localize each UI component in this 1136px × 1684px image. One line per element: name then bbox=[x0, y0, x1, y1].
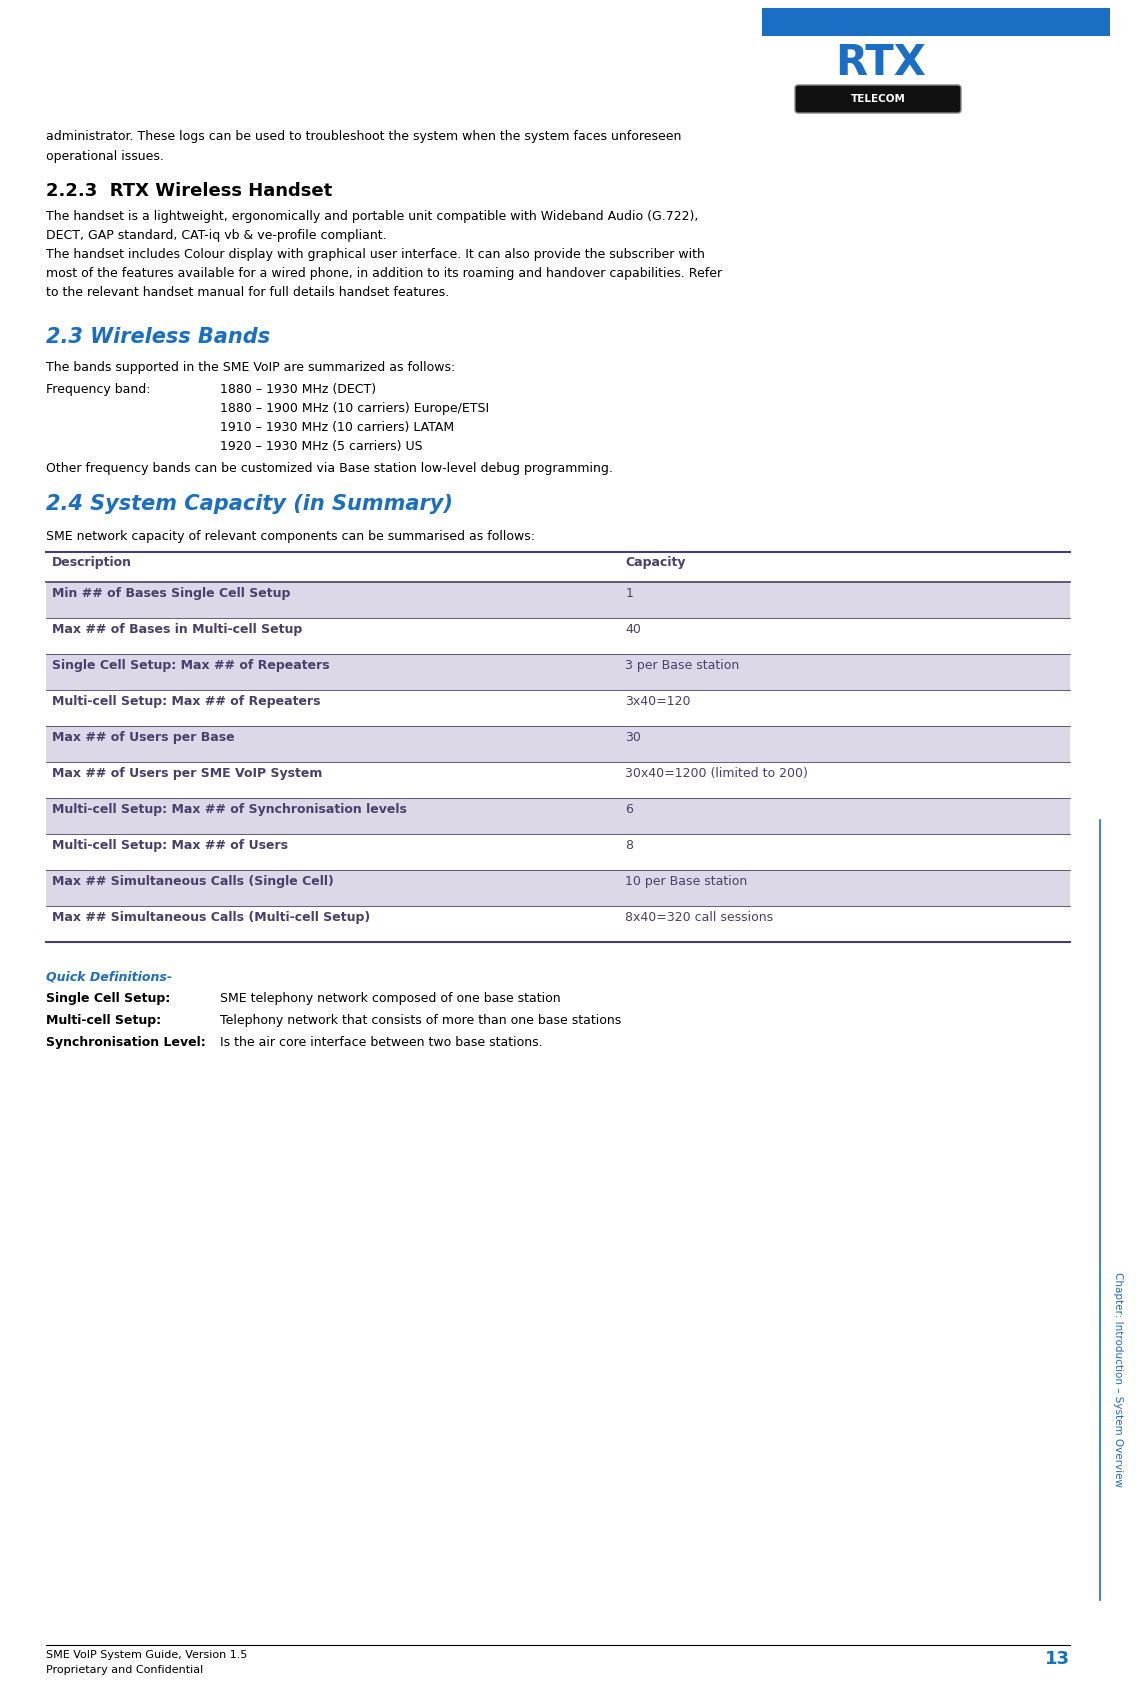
Text: DECT, GAP standard, CAT-iq vb & ve-profile compliant.: DECT, GAP standard, CAT-iq vb & ve-profi… bbox=[45, 229, 386, 242]
Text: Telephony network that consists of more than one base stations: Telephony network that consists of more … bbox=[220, 1014, 621, 1027]
Text: Other frequency bands can be customized via Base station low-level debug program: Other frequency bands can be customized … bbox=[45, 461, 613, 475]
Text: Proprietary and Confidential: Proprietary and Confidential bbox=[45, 1665, 203, 1676]
Text: RTX: RTX bbox=[835, 42, 926, 84]
Text: 2.4 System Capacity (in Summary): 2.4 System Capacity (in Summary) bbox=[45, 493, 453, 514]
Text: Frequency band:: Frequency band: bbox=[45, 382, 150, 396]
Text: Max ## of Users per Base: Max ## of Users per Base bbox=[52, 731, 235, 744]
Text: Max ## of Users per SME VoIP System: Max ## of Users per SME VoIP System bbox=[52, 766, 323, 780]
Text: The handset is a lightweight, ergonomically and portable unit compatible with Wi: The handset is a lightweight, ergonomica… bbox=[45, 210, 699, 222]
Text: 2.3 Wireless Bands: 2.3 Wireless Bands bbox=[45, 327, 270, 347]
Bar bbox=[45, 871, 1070, 906]
Text: most of the features available for a wired phone, in addition to its roaming and: most of the features available for a wir… bbox=[45, 268, 722, 280]
Text: administrator. These logs can be used to troubleshoot the system when the system: administrator. These logs can be used to… bbox=[45, 130, 682, 143]
Bar bbox=[45, 726, 1070, 761]
Text: SME network capacity of relevant components can be summarised as follows:: SME network capacity of relevant compone… bbox=[45, 530, 535, 542]
Text: 30: 30 bbox=[626, 731, 642, 744]
Text: 1910 – 1930 MHz (10 carriers) LATAM: 1910 – 1930 MHz (10 carriers) LATAM bbox=[220, 421, 454, 434]
Text: Multi-cell Setup: Max ## of Users: Multi-cell Setup: Max ## of Users bbox=[52, 839, 289, 852]
Text: 40: 40 bbox=[626, 623, 642, 637]
Text: Multi-cell Setup: Max ## of Repeaters: Multi-cell Setup: Max ## of Repeaters bbox=[52, 695, 320, 707]
Text: The bands supported in the SME VoIP are summarized as follows:: The bands supported in the SME VoIP are … bbox=[45, 360, 456, 374]
Text: 2.2.3  RTX Wireless Handset: 2.2.3 RTX Wireless Handset bbox=[45, 182, 332, 200]
Text: Capacity: Capacity bbox=[626, 556, 686, 569]
Text: 1880 – 1900 MHz (10 carriers) Europe/ETSI: 1880 – 1900 MHz (10 carriers) Europe/ETS… bbox=[220, 402, 490, 414]
Text: Is the air core interface between two base stations.: Is the air core interface between two ba… bbox=[220, 1036, 543, 1049]
Text: 30x40=1200 (limited to 200): 30x40=1200 (limited to 200) bbox=[626, 766, 809, 780]
Text: Chapter: Introduction – System Overview: Chapter: Introduction – System Overview bbox=[1113, 1273, 1124, 1487]
Text: 6: 6 bbox=[626, 803, 633, 817]
Bar bbox=[45, 653, 1070, 690]
Text: Max ## of Bases in Multi-cell Setup: Max ## of Bases in Multi-cell Setup bbox=[52, 623, 302, 637]
Text: SME telephony network composed of one base station: SME telephony network composed of one ba… bbox=[220, 992, 561, 1005]
Text: 3x40=120: 3x40=120 bbox=[626, 695, 691, 707]
Text: 3 per Base station: 3 per Base station bbox=[626, 658, 740, 672]
Text: 13: 13 bbox=[1045, 1650, 1070, 1667]
Text: Min ## of Bases Single Cell Setup: Min ## of Bases Single Cell Setup bbox=[52, 588, 291, 600]
Text: 1920 – 1930 MHz (5 carriers) US: 1920 – 1930 MHz (5 carriers) US bbox=[220, 440, 423, 453]
FancyBboxPatch shape bbox=[795, 84, 961, 113]
Text: Description: Description bbox=[52, 556, 132, 569]
Text: Multi-cell Setup: Max ## of Synchronisation levels: Multi-cell Setup: Max ## of Synchronisat… bbox=[52, 803, 407, 817]
Text: Single Cell Setup:: Single Cell Setup: bbox=[45, 992, 170, 1005]
Bar bbox=[762, 8, 1110, 35]
Text: Multi-cell Setup:: Multi-cell Setup: bbox=[45, 1014, 161, 1027]
Text: Synchronisation Level:: Synchronisation Level: bbox=[45, 1036, 206, 1049]
Text: SME VoIP System Guide, Version 1.5: SME VoIP System Guide, Version 1.5 bbox=[45, 1650, 248, 1660]
Bar bbox=[45, 583, 1070, 618]
Text: to the relevant handset manual for full details handset features.: to the relevant handset manual for full … bbox=[45, 286, 449, 300]
Text: 1: 1 bbox=[626, 588, 633, 600]
Text: The handset includes Colour display with graphical user interface. It can also p: The handset includes Colour display with… bbox=[45, 248, 704, 261]
Text: Max ## Simultaneous Calls (Single Cell): Max ## Simultaneous Calls (Single Cell) bbox=[52, 876, 334, 887]
Text: 10 per Base station: 10 per Base station bbox=[626, 876, 747, 887]
Text: Max ## Simultaneous Calls (Multi-cell Setup): Max ## Simultaneous Calls (Multi-cell Se… bbox=[52, 911, 370, 925]
Text: Quick Definitions-: Quick Definitions- bbox=[45, 970, 173, 983]
Text: operational issues.: operational issues. bbox=[45, 150, 164, 163]
Bar bbox=[45, 798, 1070, 834]
Text: 8x40=320 call sessions: 8x40=320 call sessions bbox=[626, 911, 774, 925]
Text: Single Cell Setup: Max ## of Repeaters: Single Cell Setup: Max ## of Repeaters bbox=[52, 658, 329, 672]
Text: 1880 – 1930 MHz (DECT): 1880 – 1930 MHz (DECT) bbox=[220, 382, 376, 396]
Text: 8: 8 bbox=[626, 839, 634, 852]
Text: TELECOM: TELECOM bbox=[851, 94, 905, 104]
